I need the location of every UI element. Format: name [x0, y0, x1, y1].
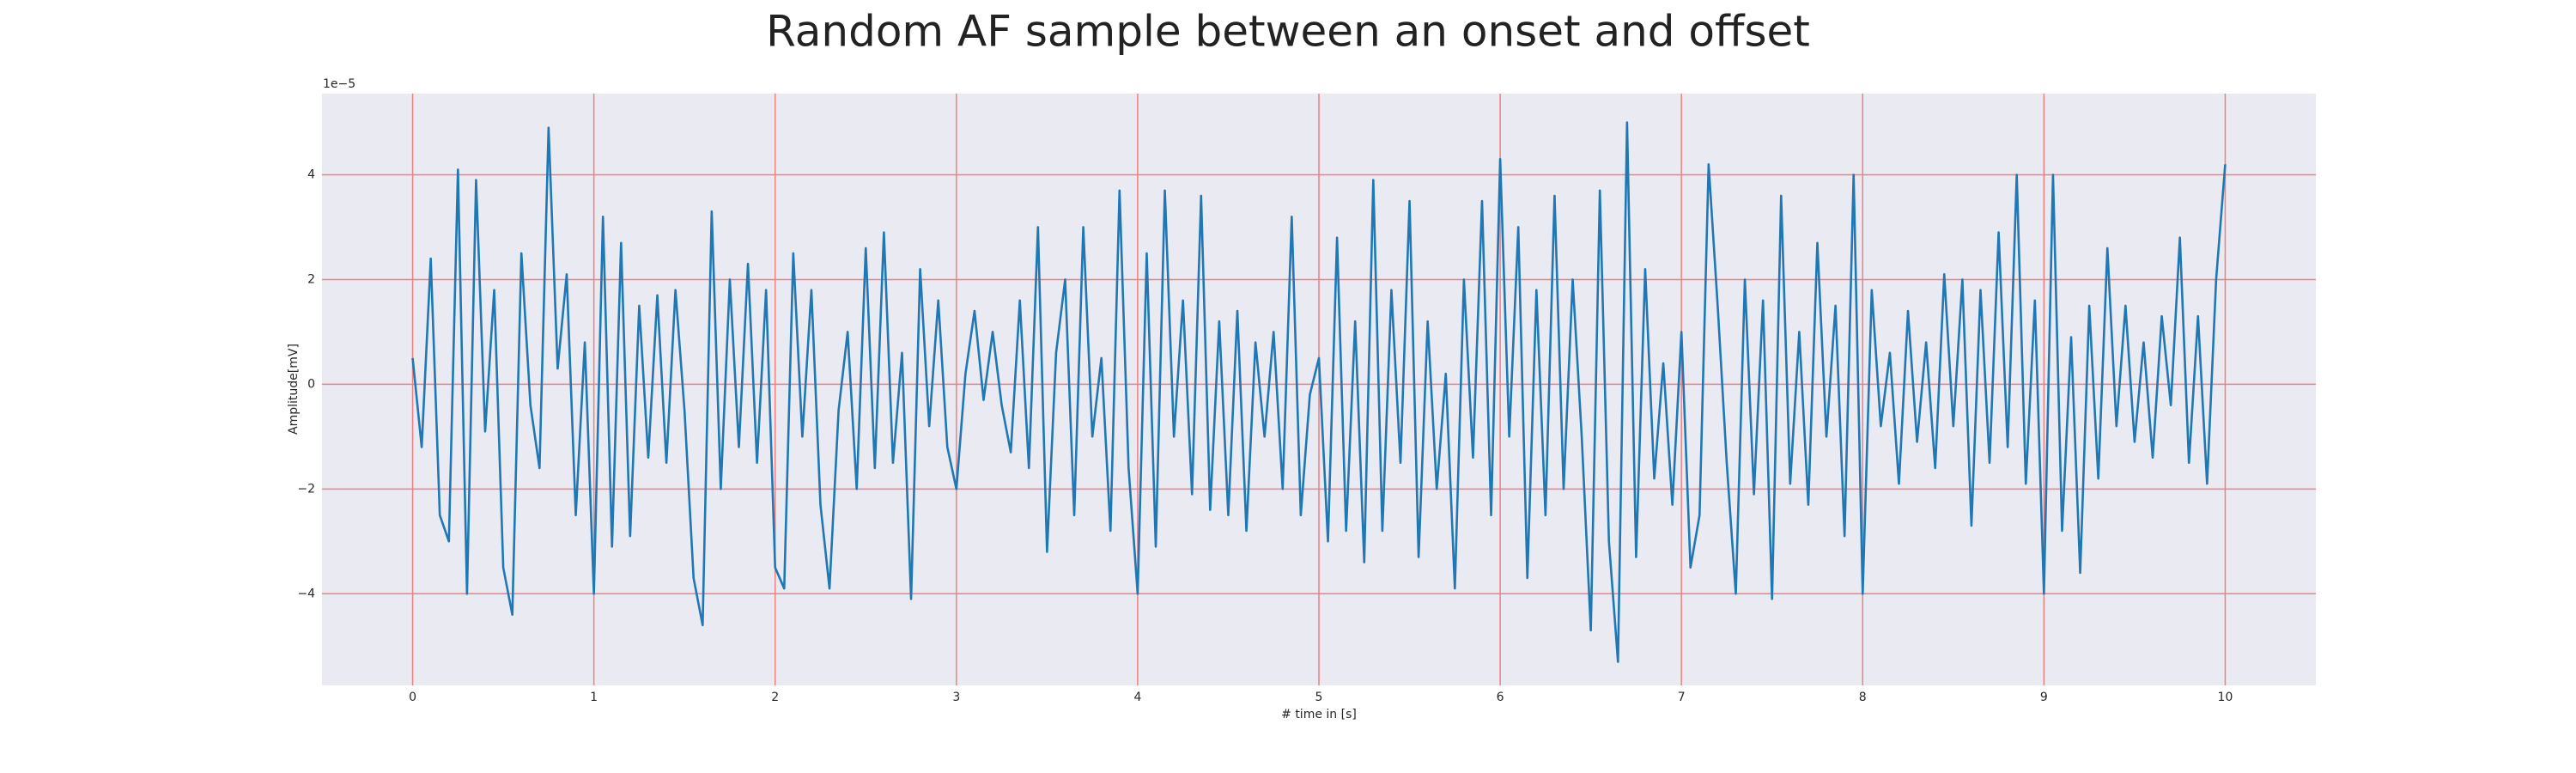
y-tick-label: −4 — [297, 587, 315, 600]
y-tick-label: 4 — [307, 168, 315, 182]
chart-title: Random AF sample between an onset and of… — [766, 7, 1810, 57]
y-tick-label: 0 — [307, 377, 315, 391]
x-tick-label: 9 — [2040, 691, 2048, 704]
offset-text: 1e−5 — [323, 77, 355, 91]
x-tick-label: 0 — [409, 691, 416, 704]
x-tick-label: 1 — [590, 691, 598, 704]
x-tick-label: 7 — [1678, 691, 1686, 704]
x-tick-label: 3 — [952, 691, 960, 704]
x-tick-label: 2 — [771, 691, 779, 704]
x-tick-label: 6 — [1497, 691, 1504, 704]
x-axis-label: # time in [s] — [1281, 708, 1357, 721]
x-tick-label: 4 — [1133, 691, 1141, 704]
x-tick-label: 5 — [1315, 691, 1323, 704]
y-tick-label: −2 — [297, 482, 315, 496]
y-tick-label: 2 — [307, 272, 315, 286]
signal-line — [411, 121, 2227, 663]
y-axis-label: Amplitude[mV] — [287, 344, 301, 435]
x-tick-label: 8 — [1859, 691, 1867, 704]
x-tick-label: 10 — [2218, 691, 2233, 704]
